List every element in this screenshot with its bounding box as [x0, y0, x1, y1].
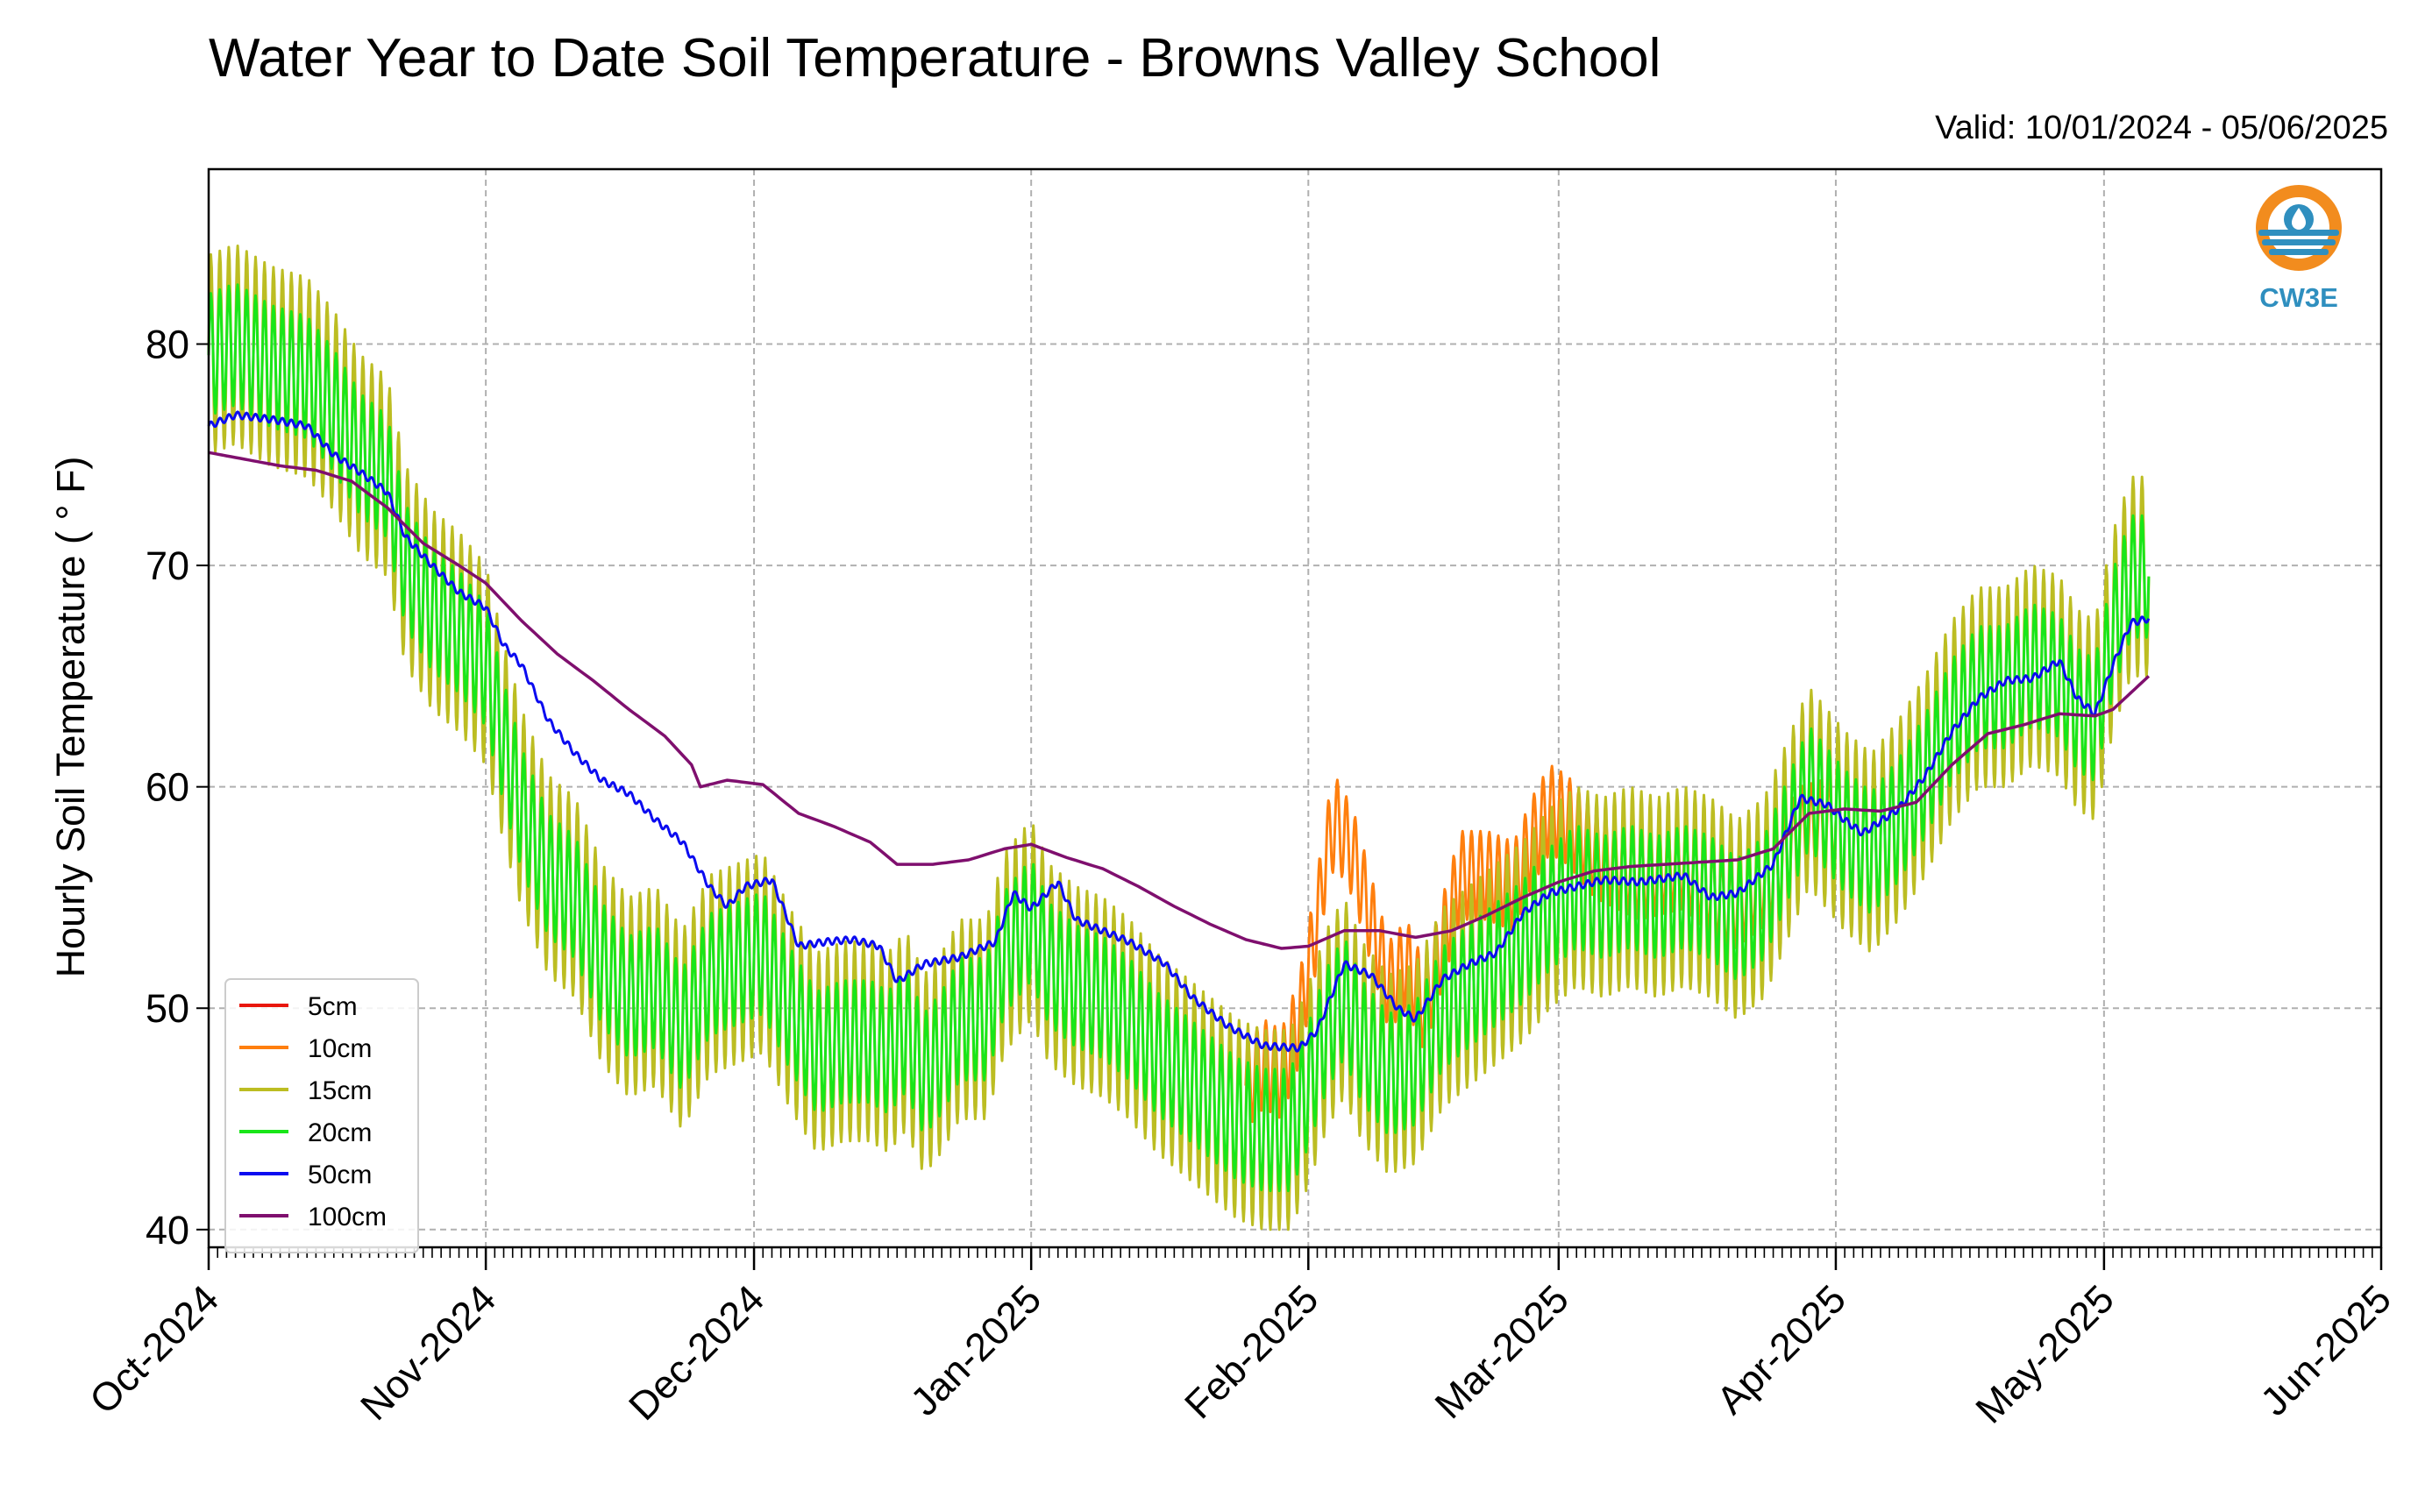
- drop-icon: [2292, 208, 2306, 230]
- x-tick-label: Dec-2024: [620, 1276, 772, 1429]
- series-lines: [207, 245, 2151, 1232]
- series-line-50cm: [207, 410, 2151, 1053]
- valid-date-range: Valid: 10/01/2024 - 05/06/2025: [1935, 110, 2388, 146]
- legend-label-15cm: 15cm: [308, 1076, 372, 1105]
- y-tick-label: 50: [146, 986, 189, 1031]
- chart-title: Water Year to Date Soil Temperature - Br…: [209, 28, 1661, 89]
- y-axis-label: Hourly Soil Temperature ( ° F): [48, 457, 93, 978]
- x-tick-label: Jun-2025: [2251, 1276, 2400, 1424]
- axes: 40 50 60 70 80 Oct-2024 Nov-2024 Dec-2024 Jan-20…: [81, 167, 2400, 1432]
- series-line-100cm: [208, 451, 2151, 950]
- legend-label-20cm: 20cm: [308, 1118, 372, 1147]
- x-tick-label: Apr-2025: [1708, 1276, 1854, 1423]
- legend-label-100cm: 100cm: [308, 1203, 387, 1232]
- logo-ring: [2256, 185, 2342, 271]
- x-tick-label: Nov-2024: [352, 1276, 504, 1429]
- x-tick-label: Jan-2025: [901, 1276, 1049, 1424]
- y-tick-label: 80: [146, 323, 189, 367]
- x-tick-label: Mar-2025: [1426, 1276, 1577, 1427]
- x-tick-label: Oct-2024: [81, 1276, 227, 1423]
- series-line-20cm: [207, 283, 2151, 1193]
- x-tick-label: Feb-2025: [1176, 1276, 1326, 1427]
- y-tick-label: 60: [146, 765, 189, 810]
- logo-wave-2: [2262, 239, 2336, 245]
- legend: 5cm 10cm 15cm 20cm 50cm 100cm: [224, 978, 419, 1253]
- logo-wave-3: [2269, 249, 2329, 255]
- cw3e-logo: CW3E: [2256, 185, 2342, 313]
- legend-label-50cm: 50cm: [308, 1161, 372, 1189]
- plot-frame: [207, 167, 2383, 1249]
- logo-text: CW3E: [2259, 282, 2338, 313]
- x-tick-label: May-2025: [1966, 1276, 2123, 1432]
- y-tick-label: 70: [146, 543, 189, 588]
- legend-label-5cm: 5cm: [308, 992, 358, 1021]
- legend-label-10cm: 10cm: [308, 1034, 372, 1063]
- y-tick-label: 40: [146, 1208, 189, 1253]
